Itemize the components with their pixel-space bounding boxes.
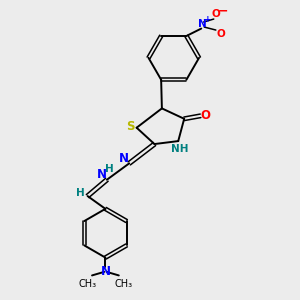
Text: CH₃: CH₃ (79, 279, 97, 289)
Text: H: H (105, 164, 114, 174)
Text: N: N (198, 19, 207, 29)
Text: NH: NH (171, 144, 188, 154)
Text: H: H (76, 188, 85, 197)
Text: +: + (204, 14, 212, 23)
Text: N: N (97, 168, 106, 181)
Text: O: O (216, 29, 225, 39)
Text: −: − (218, 5, 228, 18)
Text: O: O (212, 9, 220, 19)
Text: N: N (119, 152, 129, 164)
Text: S: S (126, 120, 135, 133)
Text: CH₃: CH₃ (114, 279, 132, 289)
Text: N: N (100, 266, 110, 278)
Text: O: O (200, 109, 210, 122)
